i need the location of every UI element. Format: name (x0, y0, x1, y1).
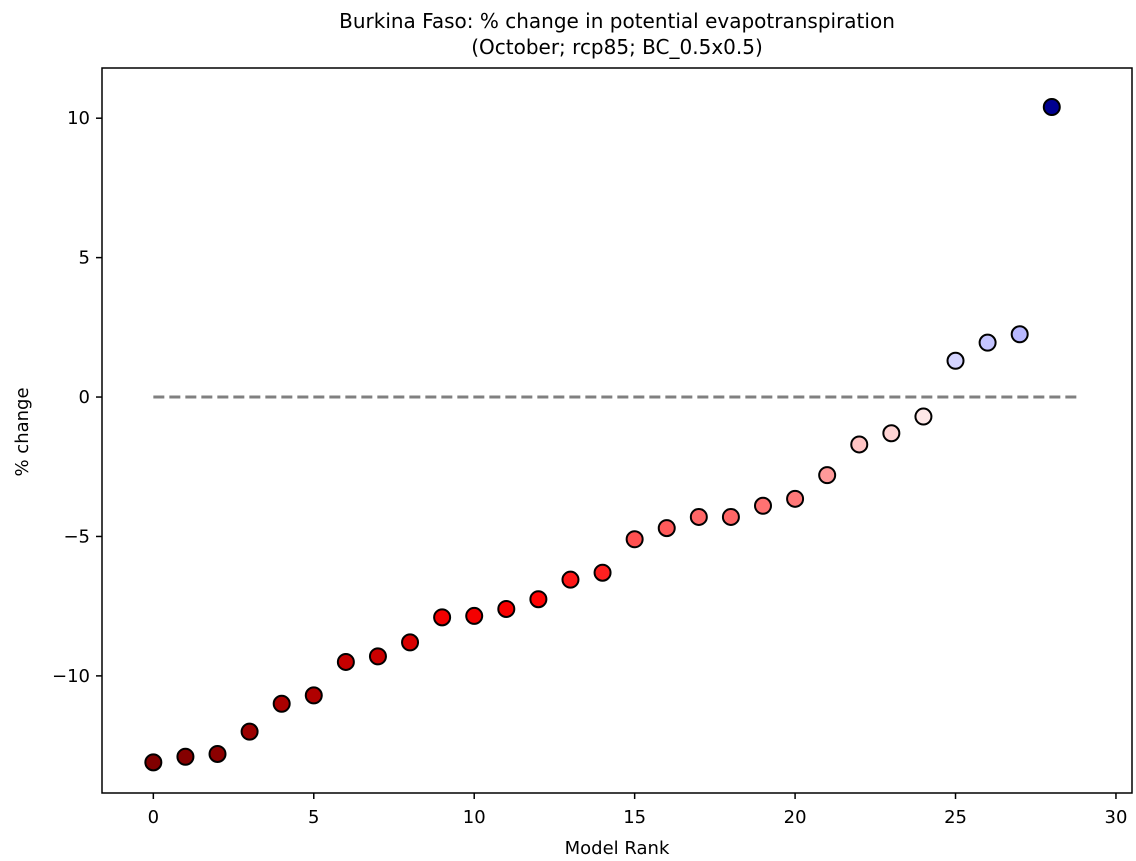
x-tick-label: 5 (308, 807, 319, 828)
y-tick-label: 10 (67, 108, 90, 129)
chart-title: Burkina Faso: % change in potential evap… (339, 9, 895, 33)
data-point (465, 606, 484, 625)
chart-subtitle: (October; rcp85; BC_0.5x0.5) (471, 35, 763, 59)
data-point (208, 744, 227, 763)
data-point (368, 647, 387, 666)
x-tick-label: 30 (1105, 807, 1128, 828)
data-point (786, 489, 805, 508)
data-points (144, 98, 1061, 772)
x-tick-label: 15 (623, 807, 646, 828)
y-axis-ticks: 10 5 0 −5 −10 (52, 108, 102, 687)
data-point (240, 722, 259, 741)
data-point (144, 753, 163, 772)
data-point (753, 496, 772, 515)
data-point (433, 608, 452, 627)
data-point (978, 333, 997, 352)
y-tick-label: 5 (79, 248, 90, 269)
data-point (1010, 325, 1029, 344)
data-point (272, 694, 291, 713)
data-point (721, 507, 740, 526)
x-axis-ticks: 0 5 10 15 20 25 30 (148, 793, 1128, 828)
data-point (561, 570, 580, 589)
data-point (914, 407, 933, 426)
y-tick-label: 0 (79, 387, 90, 408)
y-axis-label: % change (12, 387, 33, 476)
data-point (176, 747, 195, 766)
data-point (818, 466, 837, 485)
y-tick-label: −5 (63, 526, 90, 547)
data-point (529, 590, 548, 609)
data-point (401, 633, 420, 652)
data-point (625, 530, 644, 549)
data-point (882, 424, 901, 443)
x-tick-label: 10 (463, 807, 486, 828)
data-point (657, 519, 676, 538)
data-point (304, 686, 323, 705)
data-point (497, 599, 516, 618)
data-point (689, 507, 708, 526)
data-point (946, 351, 965, 370)
data-point (336, 652, 355, 671)
data-point (850, 435, 869, 454)
x-tick-label: 25 (944, 807, 967, 828)
x-tick-label: 20 (784, 807, 807, 828)
plot-area-frame (101, 67, 1133, 794)
x-tick-label: 0 (148, 807, 159, 828)
data-point (1042, 98, 1061, 117)
data-point (593, 563, 612, 582)
y-tick-label: −10 (52, 666, 90, 687)
x-axis-label: Model Rank (565, 838, 670, 859)
